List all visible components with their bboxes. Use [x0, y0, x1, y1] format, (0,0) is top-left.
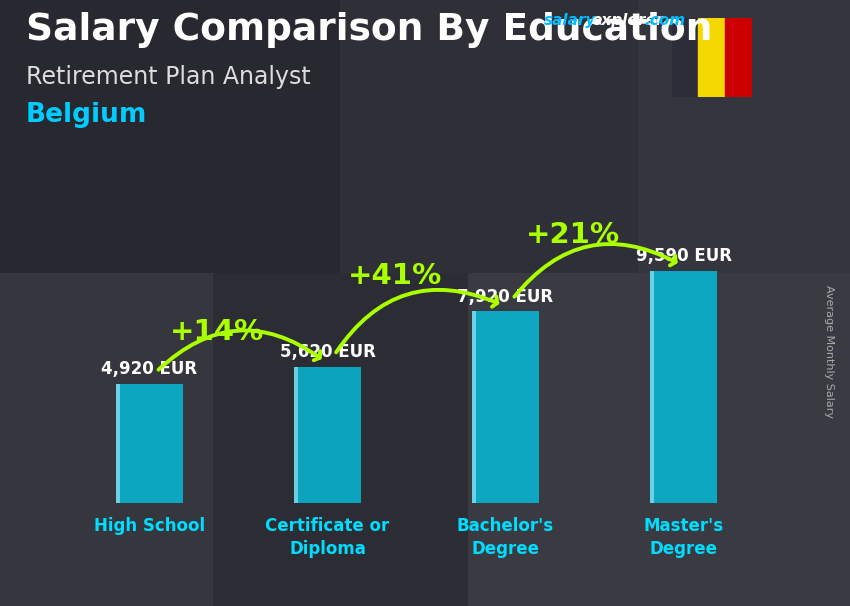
Bar: [472, 311, 476, 503]
Text: +14%: +14%: [170, 318, 264, 345]
Bar: [725, 18, 752, 97]
Text: Retirement Plan Analyst: Retirement Plan Analyst: [26, 65, 310, 90]
Text: +41%: +41%: [348, 262, 442, 290]
Bar: [340, 0, 638, 273]
Text: salary: salary: [544, 13, 597, 28]
Bar: [649, 270, 654, 503]
Text: Average Monthly Salary: Average Monthly Salary: [824, 285, 834, 418]
Text: Belgium: Belgium: [26, 102, 147, 128]
Text: +21%: +21%: [526, 221, 620, 250]
Text: Salary Comparison By Education: Salary Comparison By Education: [26, 12, 711, 48]
Text: 5,620 EUR: 5,620 EUR: [280, 344, 376, 361]
Text: 4,920 EUR: 4,920 EUR: [101, 361, 197, 378]
Bar: [212, 273, 468, 606]
Bar: [672, 18, 699, 97]
Text: .com: .com: [644, 13, 685, 28]
Bar: [293, 367, 361, 503]
Bar: [116, 384, 184, 503]
Bar: [699, 18, 725, 97]
Text: explorer: explorer: [592, 13, 664, 28]
Bar: [0, 273, 212, 606]
Bar: [0, 0, 340, 273]
Bar: [649, 270, 717, 503]
Bar: [116, 384, 120, 503]
Bar: [638, 0, 850, 273]
Text: 7,920 EUR: 7,920 EUR: [457, 288, 553, 305]
Text: 9,590 EUR: 9,590 EUR: [636, 247, 732, 265]
Bar: [472, 311, 540, 503]
Bar: [468, 273, 850, 606]
Bar: [293, 367, 298, 503]
